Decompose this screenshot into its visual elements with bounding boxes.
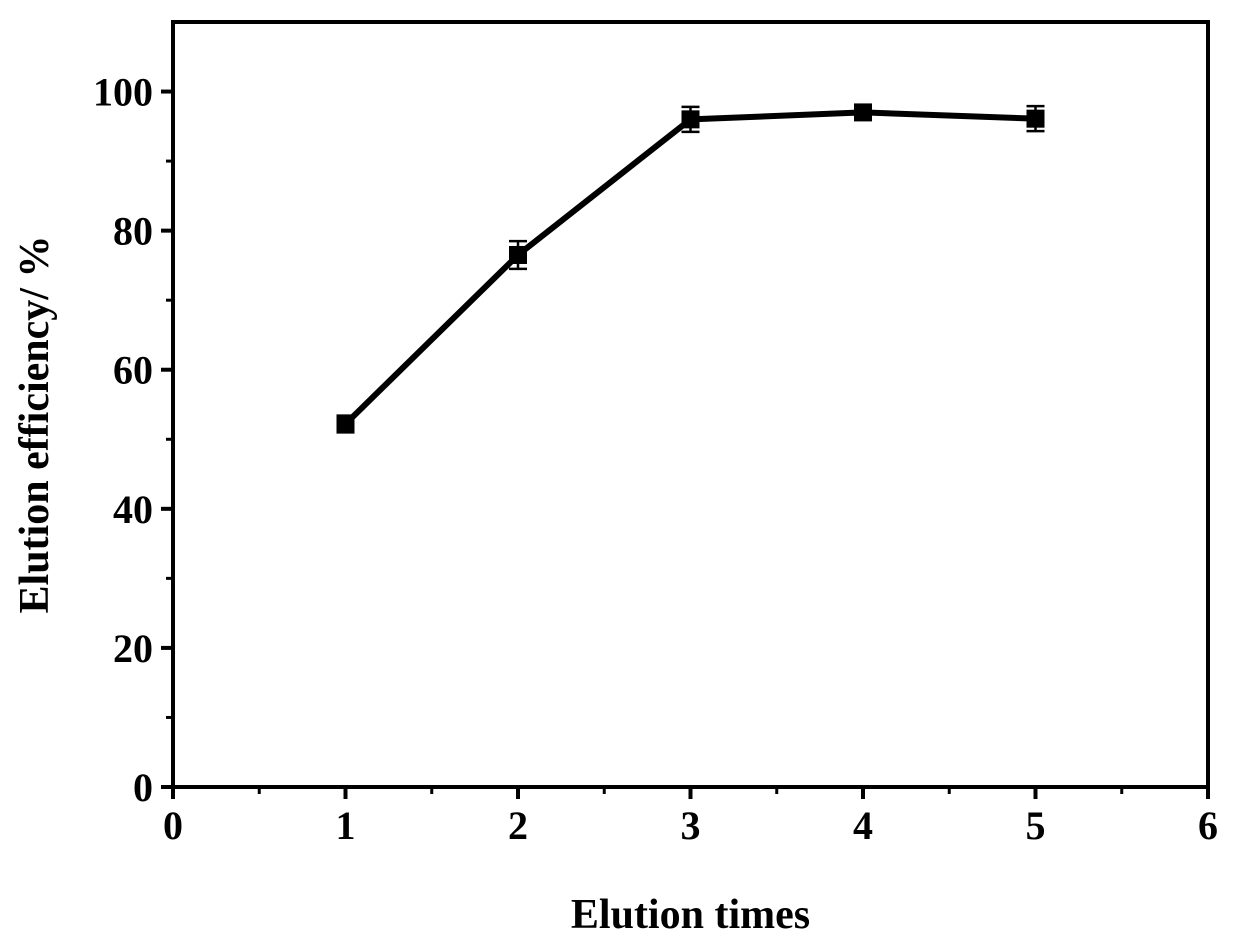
- plot-frame: [171, 20, 1210, 789]
- x-tick-label: 0: [163, 803, 183, 848]
- data-point: [1026, 109, 1045, 128]
- series-layer: [336, 103, 1045, 434]
- axis-ticks: [161, 89, 1210, 799]
- series-line: [343, 109, 1036, 427]
- y-tick-label: 40: [113, 487, 153, 532]
- y-tick-label: 0: [133, 765, 153, 810]
- y-tick-label: 20: [113, 626, 153, 671]
- data-point: [681, 110, 700, 129]
- x-tick-label: 2: [508, 803, 528, 848]
- x-axis-title: Elution times: [571, 892, 810, 938]
- data-point: [509, 245, 527, 264]
- y-tick-label: 60: [113, 348, 153, 393]
- y-tick-label: 80: [113, 209, 153, 254]
- x-tick-label: 3: [681, 803, 701, 848]
- x-tick-label: 1: [336, 803, 356, 848]
- x-tick-label: 6: [1198, 803, 1218, 848]
- x-tick-label: 5: [1026, 803, 1046, 848]
- y-tick-label: 100: [93, 70, 153, 115]
- data-point: [854, 103, 872, 122]
- x-tick-label: 4: [853, 803, 873, 848]
- data-point: [336, 414, 355, 433]
- y-axis-title: Elution efficiency/ %: [12, 236, 58, 614]
